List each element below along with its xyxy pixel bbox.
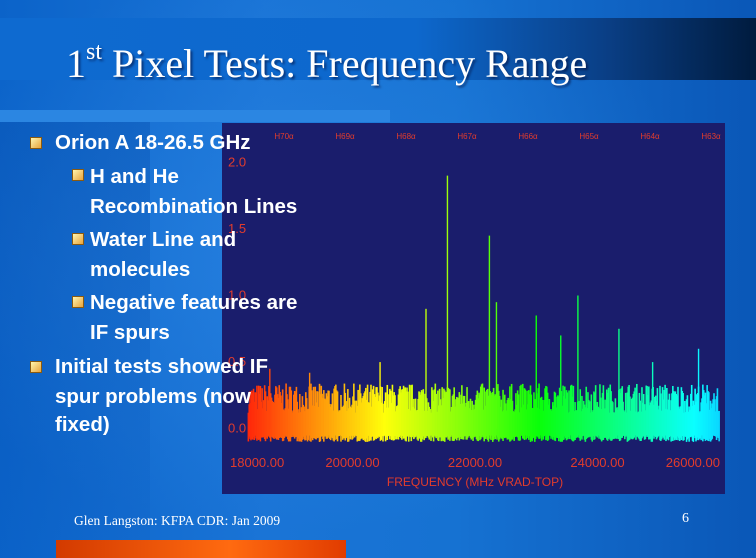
y-tick-label: 1.0 xyxy=(228,288,246,303)
title-rule xyxy=(0,110,390,122)
bullet-3-line-2: molecules xyxy=(90,258,191,281)
y-tick-label: 0.0 xyxy=(228,421,246,436)
sub-bullet-icon xyxy=(72,169,84,181)
sub-bullet-icon xyxy=(72,296,84,308)
title-ordinal-number: 1 xyxy=(66,41,86,86)
bullet-2-line-1: H and He xyxy=(90,165,179,188)
x-tick-label: 26000.00 xyxy=(666,455,720,470)
y-tick-label: 1.5 xyxy=(228,221,246,236)
title-text: Pixel Tests: Frequency Range xyxy=(112,41,588,86)
line-label: H63α xyxy=(701,132,721,141)
line-label: H70α xyxy=(274,132,294,141)
line-label: H68α xyxy=(396,132,416,141)
spectrum-svg: 0.0 0.5 1.0 1.5 2.0 18000.00 20000.00 22000.00 2… xyxy=(228,132,721,489)
title-bar xyxy=(0,18,756,80)
line-label: H66α xyxy=(518,132,538,141)
x-tick-label: 18000.00 xyxy=(230,455,284,470)
y-tick-label: 0.5 xyxy=(228,354,246,369)
line-label: H69α xyxy=(335,132,355,141)
bullet-icon xyxy=(30,137,42,149)
x-tick-label: 24000.00 xyxy=(570,455,624,470)
bullet-icon xyxy=(30,361,42,373)
bullet-2-line-2: Recombination Lines xyxy=(90,195,298,218)
slide-title: 1st Pixel Tests: Frequency Range xyxy=(66,24,587,86)
line-label: H65α xyxy=(579,132,599,141)
title-ordinal-suffix: st xyxy=(86,39,103,65)
bullet-3-line-1: Water Line and xyxy=(90,228,237,251)
bullet-1-line-1: Orion A 18-26.5 GHz xyxy=(55,131,251,154)
footer-text: Glen Langston: KFPA CDR: Jan 2009 xyxy=(74,513,281,528)
x-tick-label: 22000.00 xyxy=(448,455,502,470)
line-label: H64α xyxy=(640,132,660,141)
page-number: 6 xyxy=(682,511,689,526)
left-accent-strip xyxy=(0,110,150,558)
line-label: H67α xyxy=(457,132,477,141)
bullet-5-line-3: fixed) xyxy=(55,413,110,436)
bullet-5-line-2: spur problems (now xyxy=(55,385,251,408)
x-tick-label: 20000.00 xyxy=(325,455,379,470)
x-axis-label: FREQUENCY (MHz VRAD-TOP) xyxy=(387,475,563,489)
y-tick-label: 2.0 xyxy=(228,154,246,169)
footer-accent-bar xyxy=(56,540,346,558)
bullet-4-line-1: Negative features are xyxy=(90,291,298,314)
spectrum-chart: 0.0 0.5 1.0 1.5 2.0 18000.00 20000.00 22000.00 2… xyxy=(222,123,725,494)
sub-bullet-icon xyxy=(72,233,84,245)
bullet-4-line-2: IF spurs xyxy=(90,321,170,344)
bullet-5-line-1: Initial tests showed IF xyxy=(55,355,269,378)
